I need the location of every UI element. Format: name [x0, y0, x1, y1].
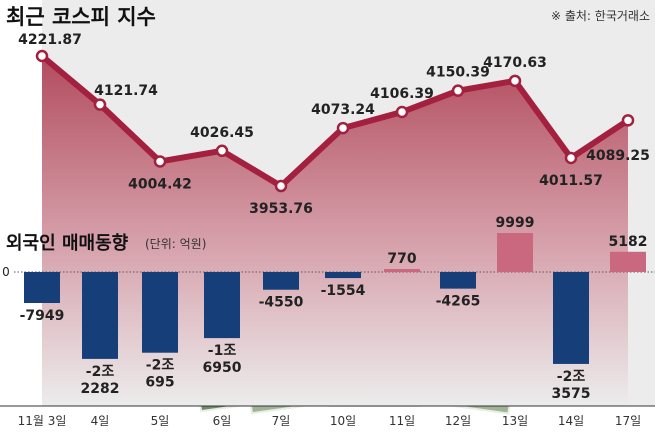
bar: [142, 272, 178, 353]
bar-label: 9999: [496, 215, 535, 231]
point-label: 4011.57: [539, 173, 603, 189]
x-tick-label: 17일: [615, 414, 641, 428]
bar-label: -2조: [557, 369, 586, 385]
x-tick-label: 4일: [91, 414, 110, 428]
bar-label: -4265: [436, 294, 481, 310]
bar: [440, 272, 476, 289]
x-tick-label: 11일: [389, 414, 415, 428]
bar: [497, 233, 533, 272]
line-chart-title: 최근 코스피 지수: [6, 5, 156, 29]
area-fill: [42, 56, 628, 406]
bar: [263, 272, 299, 290]
point-label: 4089.25: [586, 148, 650, 164]
x-tick-label: 12일: [445, 414, 471, 428]
point-label: 4170.63: [483, 55, 547, 71]
bar: [325, 272, 361, 279]
x-tick-label: 7일: [272, 414, 291, 428]
data-point: [35, 49, 49, 63]
data-point: [215, 144, 229, 158]
bar: [204, 272, 240, 339]
x-tick-label: 6일: [213, 414, 232, 428]
source-note: ※ 출처: 한국거래소: [551, 9, 650, 23]
bar-label: 695: [145, 375, 174, 391]
data-point: [336, 121, 350, 135]
data-point: [153, 155, 167, 168]
data-point: [564, 151, 578, 165]
point-label: 3953.76: [249, 201, 313, 217]
bar-label: 6950: [203, 360, 242, 376]
bar-label: 2282: [81, 381, 120, 397]
zero-tick-label: 0: [2, 265, 10, 279]
data-point: [395, 105, 409, 119]
x-tick-label: 5일: [151, 414, 170, 428]
x-tick-label: 13일: [502, 414, 528, 428]
x-tick-label: 14일: [558, 414, 584, 428]
bar-label: -4550: [259, 295, 304, 311]
bar: [82, 272, 118, 359]
bar-label: -7949: [20, 308, 65, 324]
bar: [553, 272, 589, 364]
point-label: 4026.45: [190, 125, 254, 141]
bar-label: 3575: [552, 386, 591, 402]
point-label: 4106.39: [370, 86, 434, 102]
bar-label: -2조: [146, 358, 175, 374]
data-point: [93, 98, 107, 111]
point-label: 4004.42: [128, 176, 192, 192]
bar-label: -2조: [86, 364, 115, 380]
x-tick-label: 11월 3일: [18, 414, 67, 428]
data-point: [451, 84, 465, 97]
bar-chart-title: 외국인 매매동향: [6, 233, 129, 254]
bar-label: -1조: [208, 343, 237, 359]
unit-label: (단위: 억원): [145, 237, 206, 251]
point-label: 4121.74: [94, 83, 158, 99]
bar-label: -1554: [321, 283, 366, 299]
data-point: [621, 114, 635, 127]
bar: [384, 268, 420, 272]
point-label: 4073.24: [311, 102, 375, 118]
data-point: [274, 179, 288, 193]
bar-label: 770: [387, 251, 416, 267]
point-label: 4221.87: [18, 32, 82, 48]
x-tick-label: 10일: [330, 414, 356, 428]
data-point: [508, 74, 522, 88]
bar: [610, 251, 646, 272]
bar-label: 5182: [609, 234, 648, 250]
point-label: 4150.39: [426, 65, 490, 81]
bar: [24, 272, 60, 304]
